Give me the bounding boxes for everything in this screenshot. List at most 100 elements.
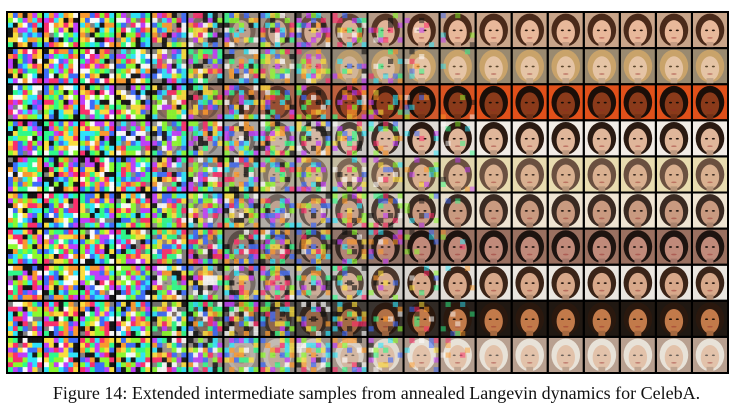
sample-tile: [404, 301, 439, 336]
sample-tile: [692, 229, 727, 264]
sample-tile: [440, 85, 475, 120]
sample-tile: [512, 337, 547, 372]
sample-tile: [512, 193, 547, 228]
sample-tile: [296, 301, 331, 336]
sample-tile: [440, 301, 475, 336]
sample-tile: [224, 121, 259, 156]
sample-tile: [512, 49, 547, 84]
sample-tile: [548, 49, 583, 84]
sample-tile: [224, 49, 259, 84]
sample-tile: [548, 85, 583, 120]
sample-tile: [620, 121, 655, 156]
sample-tile: [260, 265, 295, 300]
sample-tile: [260, 157, 295, 192]
sample-tile: [188, 301, 223, 336]
sample-tile: [404, 49, 439, 84]
sample-tile: [296, 193, 331, 228]
sample-tile: [584, 301, 619, 336]
sample-tile: [656, 157, 691, 192]
sample-tile: [512, 301, 547, 336]
sample-tile: [80, 85, 115, 120]
sample-tile: [332, 337, 367, 372]
sample-tile: [620, 337, 655, 372]
sample-tile: [224, 301, 259, 336]
sample-tile: [80, 157, 115, 192]
sample-tile: [8, 13, 43, 48]
sample-tile: [476, 49, 511, 84]
sample-tile: [332, 13, 367, 48]
sample-tile: [116, 337, 151, 372]
sample-tile: [80, 193, 115, 228]
sample-tile: [548, 265, 583, 300]
sample-tile: [656, 301, 691, 336]
sample-tile: [656, 265, 691, 300]
sample-tile: [404, 85, 439, 120]
sample-tile: [332, 265, 367, 300]
sample-tile: [548, 157, 583, 192]
sample-tile: [332, 121, 367, 156]
sample-tile: [368, 85, 403, 120]
sample-tile: [80, 49, 115, 84]
sample-tile: [152, 229, 187, 264]
sample-tile: [440, 13, 475, 48]
sample-tile: [368, 301, 403, 336]
sample-tile: [692, 193, 727, 228]
sample-tile: [188, 337, 223, 372]
sample-tile: [584, 13, 619, 48]
sample-tile: [8, 121, 43, 156]
sample-tile: [548, 193, 583, 228]
sample-tile: [224, 337, 259, 372]
sample-tile: [260, 13, 295, 48]
sample-tile: [368, 193, 403, 228]
sample-tile: [692, 121, 727, 156]
sample-grid: [6, 11, 729, 374]
sample-tile: [296, 229, 331, 264]
sample-tile: [692, 157, 727, 192]
sample-tile: [44, 157, 79, 192]
sample-tile: [692, 301, 727, 336]
sample-tile: [620, 301, 655, 336]
sample-tile: [512, 13, 547, 48]
sample-tile: [152, 157, 187, 192]
sample-tile: [368, 49, 403, 84]
sample-tile: [476, 121, 511, 156]
sample-tile: [8, 337, 43, 372]
sample-tile: [260, 337, 295, 372]
sample-tile: [80, 337, 115, 372]
sample-tile: [404, 13, 439, 48]
sample-tile: [260, 301, 295, 336]
sample-tile: [188, 157, 223, 192]
sample-tile: [548, 13, 583, 48]
sample-tile: [260, 193, 295, 228]
sample-tile: [260, 229, 295, 264]
sample-tile: [80, 229, 115, 264]
sample-tile: [116, 193, 151, 228]
sample-tile: [296, 157, 331, 192]
sample-tile: [404, 229, 439, 264]
sample-tile: [116, 301, 151, 336]
sample-tile: [656, 337, 691, 372]
sample-tile: [368, 265, 403, 300]
sample-tile: [620, 157, 655, 192]
sample-tile: [44, 301, 79, 336]
sample-tile: [368, 157, 403, 192]
sample-tile: [440, 265, 475, 300]
sample-tile: [260, 85, 295, 120]
sample-tile: [44, 265, 79, 300]
sample-tile: [692, 85, 727, 120]
sample-tile: [548, 121, 583, 156]
sample-tile: [44, 85, 79, 120]
sample-tile: [692, 265, 727, 300]
sample-tile: [620, 85, 655, 120]
sample-tile: [512, 121, 547, 156]
sample-tile: [8, 157, 43, 192]
sample-tile: [584, 157, 619, 192]
sample-tile: [656, 121, 691, 156]
sample-tile: [476, 13, 511, 48]
sample-tile: [296, 13, 331, 48]
sample-tile: [152, 49, 187, 84]
sample-tile: [188, 265, 223, 300]
sample-tile: [152, 121, 187, 156]
sample-tile: [332, 193, 367, 228]
sample-tile: [188, 13, 223, 48]
